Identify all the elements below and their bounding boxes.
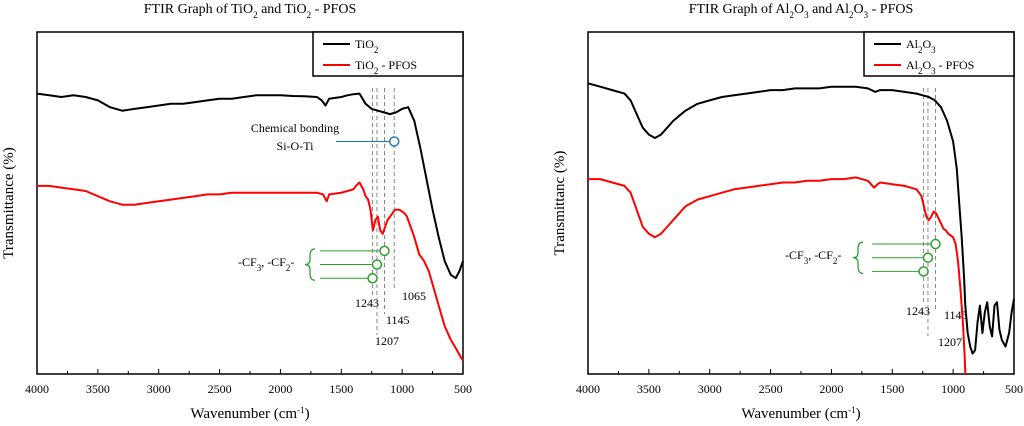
series-line-2 [37,181,464,361]
wavenumber-label-1243: 1243 [355,296,379,310]
plot-frame [587,31,1015,375]
annotation-marker [918,266,929,277]
chart-title: FTIR Graph of Al2O3 and Al2O3 - PFOS [689,2,914,20]
wavenumber-label-1145: 1145 [386,313,410,327]
x-axis-title: Wavenumber (cm-1) [190,405,309,422]
series-line-1 [587,82,1015,355]
annotation-marker [922,252,934,263]
wavenumber-label-1207: 1207 [375,334,399,348]
x-tick-label: 3500 [86,382,110,396]
y-axis-title: Transmittanc (%) [552,151,568,256]
x-tick-label: 3500 [637,382,661,396]
x-tick-label: 1000 [941,382,965,396]
wavenumber-label-1207: 1207 [938,335,962,349]
annotation-label: -CF3, -CF2- [238,255,294,273]
legend-box [863,31,1015,77]
x-tick-label: 4000 [576,382,600,396]
x-tick-label: 500 [1005,382,1023,396]
legend-label-2: Al2O3 - PFOS [906,58,974,76]
annotation-marker [930,238,941,250]
legend-label-1: Al2O3 [906,37,936,55]
x-tick-label: 2500 [208,382,232,396]
x-tick-label: 2500 [759,382,783,396]
annotation-brace [852,241,864,275]
x-tick-label: 3000 [147,382,171,396]
legend-box [312,31,464,77]
wavenumber-label-1145: 1145 [944,308,968,322]
x-tick-label: 4000 [25,382,49,396]
series-line-2 [588,176,967,375]
x-tick-label: 2000 [268,382,292,396]
y-axis-title: Transmittance (%) [1,147,17,259]
annotation-marker [388,136,400,147]
annotation-marker [367,272,378,284]
chart-2: FTIR Graph of Al2O3 and Al2O3 - PFOS 4000… [552,2,1023,422]
annotation-label: Chemical bonding [251,121,339,135]
wavenumber-label-1243: 1243 [906,304,930,318]
wavenumber-label-1065: 1065 [402,289,426,303]
x-tick-label: 1000 [390,382,414,396]
chart-title: FTIR Graph of TiO2 and TiO2 - PFOS [144,2,356,20]
legend-label-1: TiO2 [355,37,378,55]
annotation-brace [304,248,316,281]
annotation-marker [379,245,390,257]
x-tick-label: 500 [454,382,472,396]
chart-1: FTIR Graph of TiO2 and TiO2 - PFOS 4000 35… [1,2,472,422]
x-axis-title: Wavenumber (cm-1) [741,405,860,422]
legend-label-2: TiO2 - PFOS [355,58,417,76]
series-line-1 [36,92,464,280]
x-tick-label: 1500 [329,382,353,396]
x-tick-label: 2000 [819,382,843,396]
annotation-label: Si-O-Ti [277,139,315,153]
annotation-marker [371,259,383,270]
annotation-label: -CF3, -CF2- [785,248,841,266]
x-tick-label: 3000 [698,382,722,396]
x-tick-label: 1500 [880,382,904,396]
